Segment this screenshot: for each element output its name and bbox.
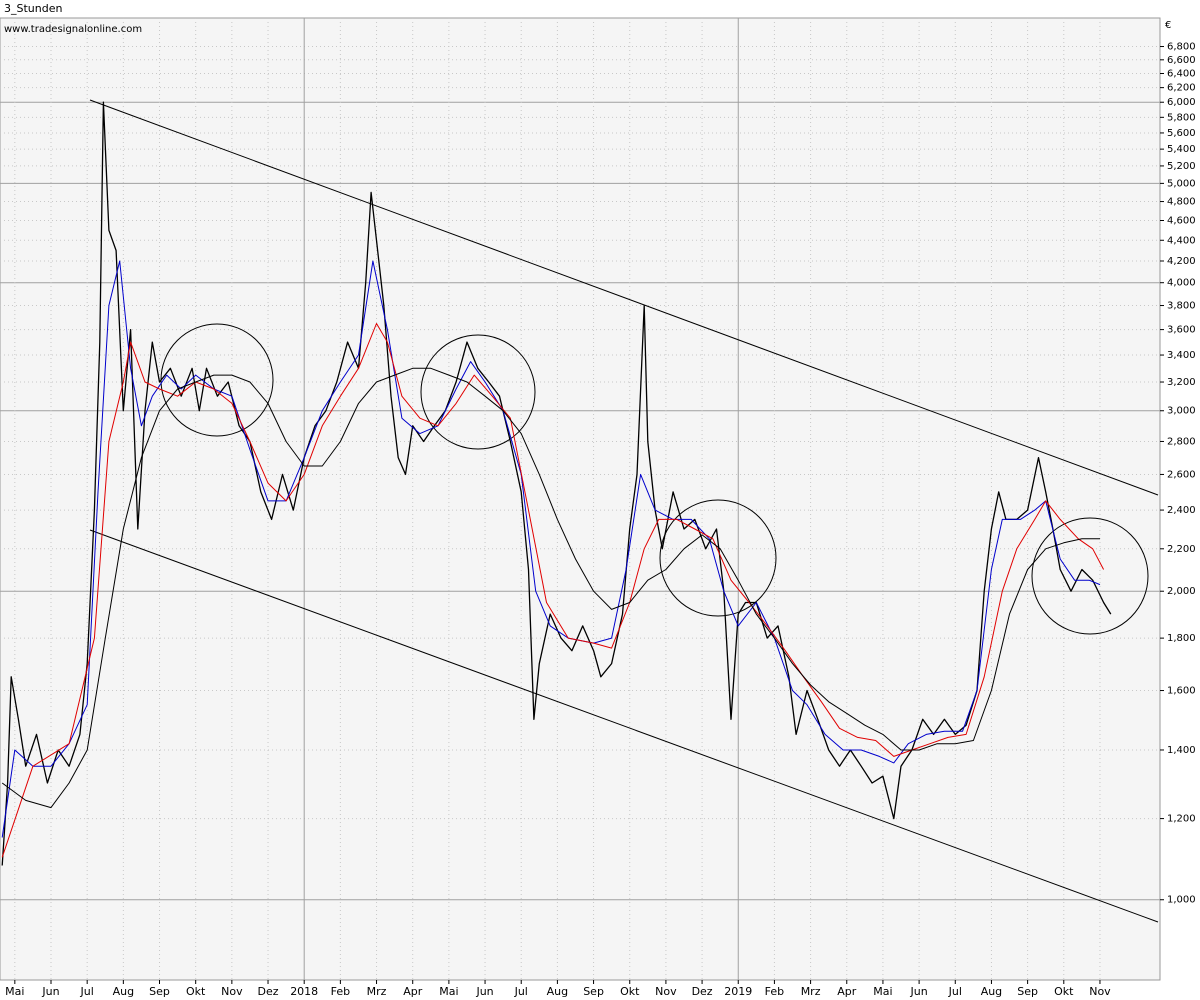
x-tick-label: Dez: [258, 985, 279, 998]
x-tick-label: Okt: [620, 985, 640, 998]
plot-area: [0, 17, 1161, 981]
y-tick-label: 6,600: [1167, 55, 1196, 66]
highlight-circle: [420, 334, 536, 450]
chart-subtitle: www.tradesignalonline.com: [4, 24, 142, 35]
x-tick-label: Sep: [149, 985, 170, 998]
y-tick-label: 3,800: [1167, 301, 1196, 312]
x-tick-label: Nov: [1089, 985, 1111, 998]
x-tick-label: Apr: [403, 985, 423, 998]
x-tick-label: Feb: [331, 985, 350, 998]
y-tick-label: 2,400: [1167, 505, 1196, 516]
y-tick-label: 6,800: [1167, 42, 1196, 53]
series: [1, 101, 1112, 866]
x-tick-label: Feb: [765, 985, 784, 998]
highlight-circle: [659, 499, 777, 617]
price-line: [1, 367, 1100, 809]
trend-line: [89, 99, 1159, 496]
y-tick-label: 1,000: [1167, 895, 1196, 906]
x-tick-label: Mai: [439, 985, 458, 998]
price-line: [1, 101, 1112, 866]
y-tick-label: 4,000: [1167, 278, 1196, 289]
x-tick-label: Aug: [113, 985, 134, 998]
y-tick-label: 4,800: [1167, 197, 1196, 208]
x-tick-label: Sep: [1017, 985, 1038, 998]
x-tick-label: Aug: [981, 985, 1002, 998]
y-tick-label: 2,200: [1167, 544, 1196, 555]
y-tick-label: 4,400: [1167, 235, 1196, 246]
y-tick-label: 5,400: [1167, 144, 1196, 155]
x-tick-label: Mrz: [367, 985, 387, 998]
x-tick-label: 2019: [724, 985, 752, 998]
y-tick-label: 5,000: [1167, 178, 1196, 189]
x-tick-label: Okt: [1054, 985, 1074, 998]
y-tick-label: 4,600: [1167, 215, 1196, 226]
x-tick-label: Apr: [837, 985, 857, 998]
y-tick-label: 2,600: [1167, 469, 1196, 480]
y-tick-label: 1,200: [1167, 814, 1196, 825]
y-tick-label: 6,200: [1167, 83, 1196, 94]
y-tick-label: 3,000: [1167, 406, 1196, 417]
chart-title: 3_Stunden: [4, 2, 62, 15]
x-tick-label: Nov: [221, 985, 243, 998]
x-tick-label: Okt: [186, 985, 206, 998]
y-tick-label: 4,200: [1167, 256, 1196, 267]
x-tick-label: Mai: [5, 985, 24, 998]
x-tick-label: 2018: [290, 985, 318, 998]
x-tick-label: Jul: [514, 985, 528, 998]
currency-label: €: [1165, 20, 1171, 31]
x-tick-label: Aug: [547, 985, 568, 998]
x-tick-label: Jul: [948, 985, 962, 998]
y-tick-label: 5,200: [1167, 161, 1196, 172]
y-tick-label: 6,400: [1167, 69, 1196, 80]
y-tick-label: 3,600: [1167, 325, 1196, 336]
price-line: [1, 260, 1101, 838]
highlight-circle: [1031, 517, 1149, 635]
x-tick-label: Jun: [41, 985, 59, 998]
y-tick-label: 1,400: [1167, 745, 1196, 756]
y-tick-label: 1,800: [1167, 633, 1196, 644]
y-tick-label: 1,600: [1167, 686, 1196, 697]
x-tick-label: Sep: [583, 985, 604, 998]
price-line: [1, 323, 1105, 858]
y-tick-label: 5,600: [1167, 128, 1196, 139]
annotations: [89, 99, 1159, 923]
y-tick-label: 6,000: [1167, 97, 1196, 108]
grid: [0, 18, 1160, 980]
y-tick-label: 3,200: [1167, 377, 1196, 388]
x-tick-label: Dez: [692, 985, 713, 998]
x-tick-label: Nov: [655, 985, 677, 998]
x-tick-label: Jul: [80, 985, 94, 998]
x-tick-label: Jun: [475, 985, 493, 998]
x-tick-label: Mrz: [801, 985, 821, 998]
x-tick-label: Jun: [910, 985, 928, 998]
y-tick-label: 3,400: [1167, 350, 1196, 361]
axis-labels: 1,000 1,200 1,400 1,600 1,800 2,000 2,200 2,400…: [5, 42, 1195, 998]
y-tick-label: 5,800: [1167, 112, 1196, 123]
y-tick-label: 2,000: [1167, 586, 1196, 597]
x-tick-label: Mai: [873, 985, 892, 998]
trend-line: [89, 529, 1159, 923]
y-tick-label: 2,800: [1167, 436, 1196, 447]
